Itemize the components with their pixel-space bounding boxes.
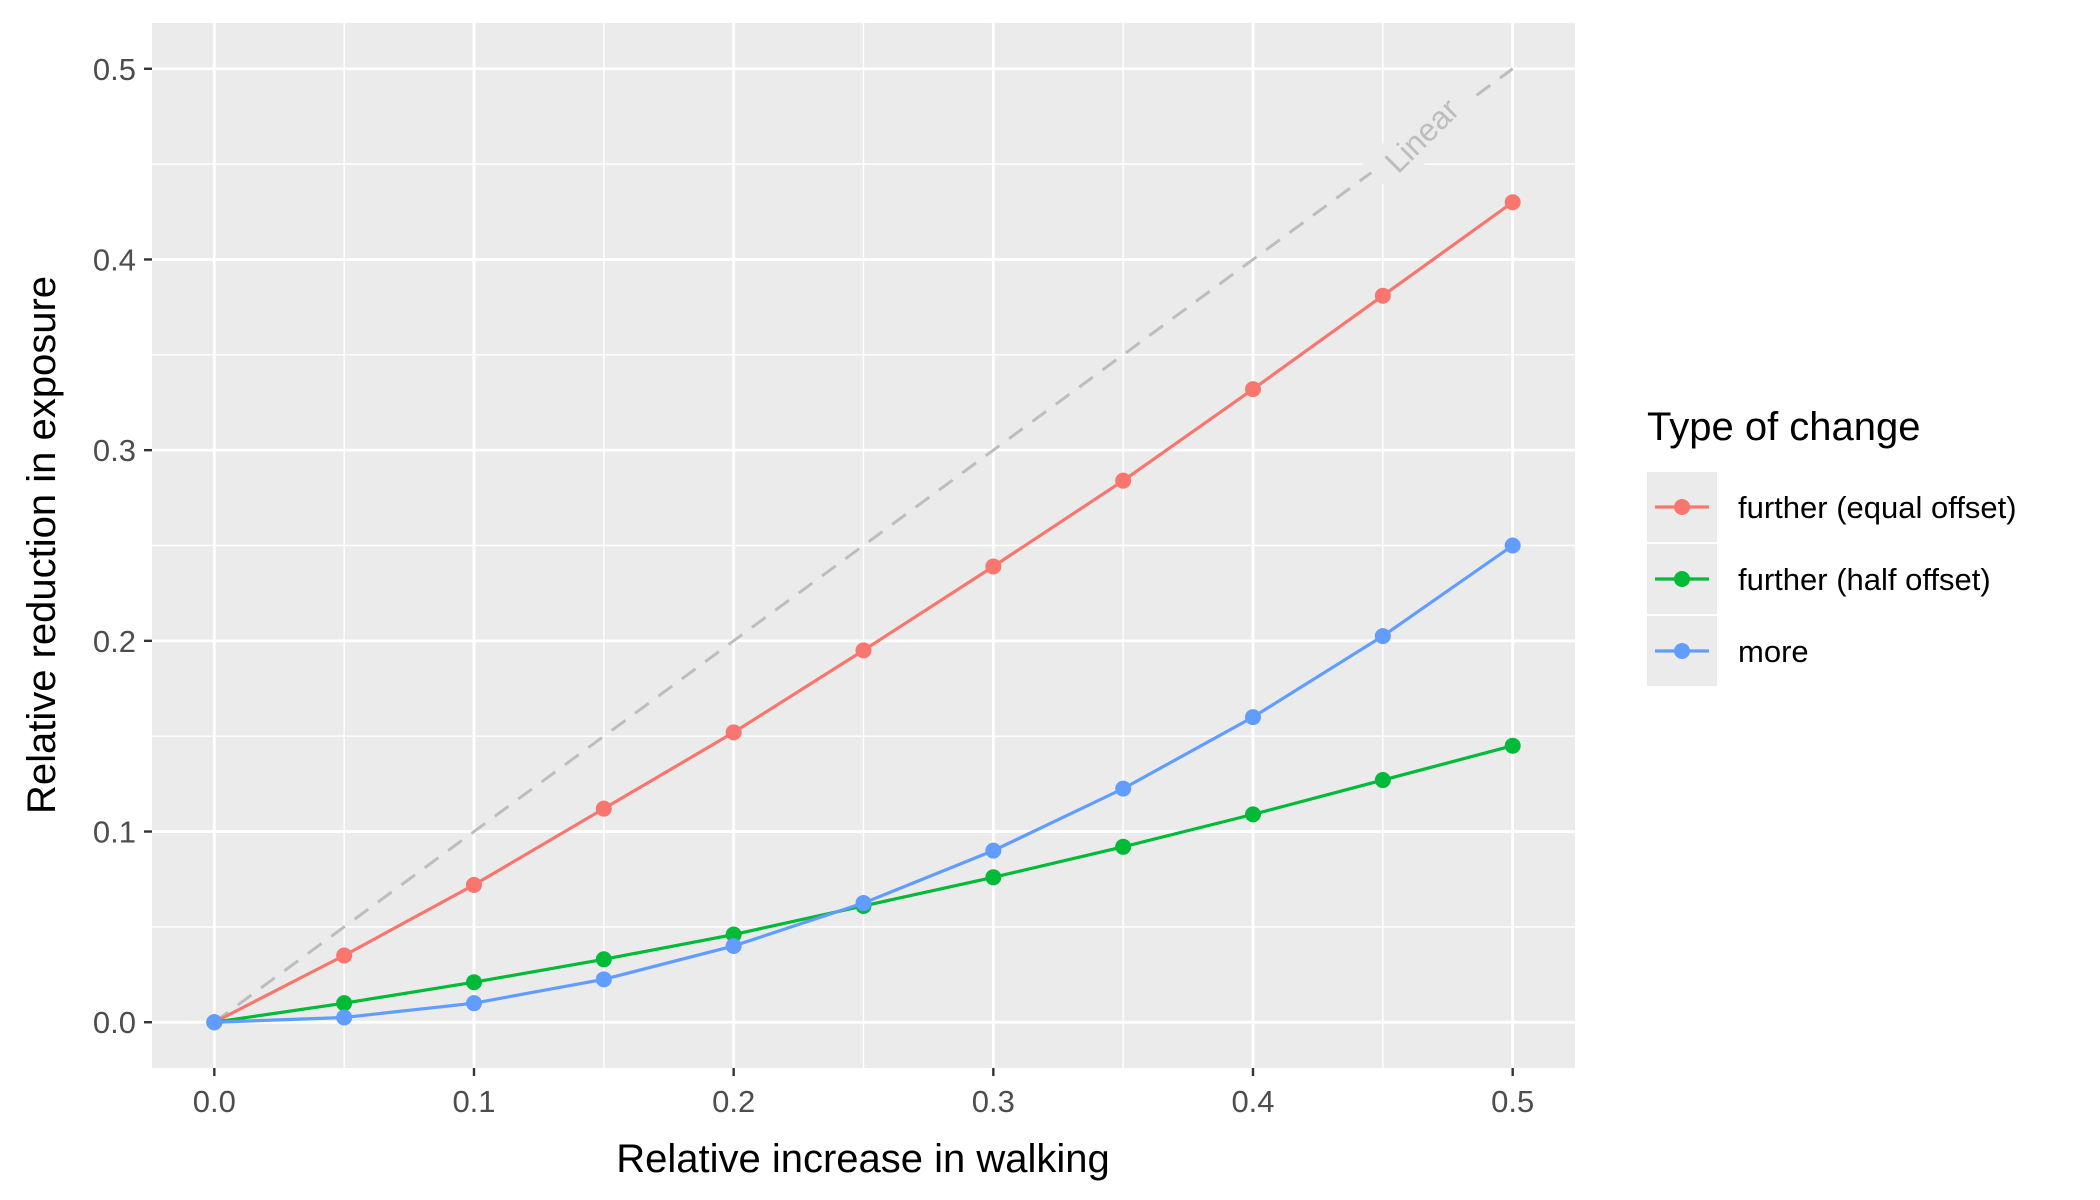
x-tick-label: 0.1 xyxy=(452,1084,495,1119)
data-point xyxy=(1374,287,1391,304)
legend: Type of change further (equal offset) fur… xyxy=(1647,405,2017,686)
data-point xyxy=(206,1014,223,1031)
data-point xyxy=(1115,838,1132,855)
data-point xyxy=(1115,780,1132,797)
y-tick-label: 0.2 xyxy=(93,624,136,659)
data-point xyxy=(725,926,742,943)
legend-label: further (equal offset) xyxy=(1738,490,2017,525)
data-point xyxy=(1374,628,1391,645)
data-point xyxy=(336,995,353,1012)
linear-reference-line xyxy=(213,67,1514,1024)
data-point xyxy=(985,842,1002,859)
data-point xyxy=(985,869,1002,886)
y-tick-label: 0.4 xyxy=(93,242,136,277)
y-tick-label: 0.3 xyxy=(93,433,136,468)
legend-item: more xyxy=(1647,616,1809,686)
data-point xyxy=(1374,772,1391,789)
x-tick-label: 0.3 xyxy=(972,1084,1015,1119)
series-0 xyxy=(206,194,1521,1031)
data-point xyxy=(465,876,482,893)
y-tick-label: 0.5 xyxy=(93,52,136,87)
data-point xyxy=(595,971,612,988)
data-point xyxy=(465,995,482,1012)
data-point xyxy=(465,974,482,991)
x-tick-label: 0.2 xyxy=(712,1084,755,1119)
legend-key-point xyxy=(1674,499,1690,515)
data-point xyxy=(595,800,612,817)
data-point xyxy=(1245,806,1262,823)
data-point xyxy=(855,895,872,912)
series-2 xyxy=(206,537,1521,1031)
legend-key-point xyxy=(1674,643,1690,659)
y-tick-label: 0.0 xyxy=(93,1005,136,1040)
data-point xyxy=(1504,737,1521,754)
legend-label: further (half offset) xyxy=(1738,562,1991,597)
major-gridlines xyxy=(152,23,1575,1068)
data-point xyxy=(1245,381,1262,398)
reference-label-background xyxy=(1362,76,1482,195)
x-tick-label: 0.0 xyxy=(193,1084,236,1119)
data-point xyxy=(725,937,742,954)
legend-label: more xyxy=(1738,634,1809,669)
legend-item: further (equal offset) xyxy=(1647,472,2017,542)
data-point xyxy=(725,724,742,741)
x-axis: 0.0 0.1 0.2 0.3 0.4 0.5 xyxy=(193,1068,1534,1119)
y-axis-title: Relative reduction in exposure xyxy=(20,276,64,814)
legend-item: further (half offset) xyxy=(1647,544,1991,614)
x-axis-title: Relative increase in walking xyxy=(616,1137,1110,1181)
y-axis: 0.0 0.1 0.2 0.3 0.4 0.5 xyxy=(93,52,152,1040)
minor-gridlines xyxy=(152,23,1575,1068)
data-point xyxy=(595,951,612,968)
data-point xyxy=(336,947,353,964)
data-point xyxy=(1504,537,1521,554)
data-point xyxy=(336,1009,353,1026)
data-point xyxy=(985,558,1002,575)
data-point xyxy=(855,642,872,659)
data-point xyxy=(1504,194,1521,211)
y-tick-label: 0.1 xyxy=(93,815,136,850)
legend-title: Type of change xyxy=(1647,405,1921,449)
data-point xyxy=(1115,472,1132,489)
data-point xyxy=(1245,709,1262,726)
x-tick-label: 0.5 xyxy=(1491,1084,1534,1119)
legend-key-point xyxy=(1674,571,1690,587)
x-tick-label: 0.4 xyxy=(1231,1084,1274,1119)
series-layer xyxy=(206,194,1521,1031)
